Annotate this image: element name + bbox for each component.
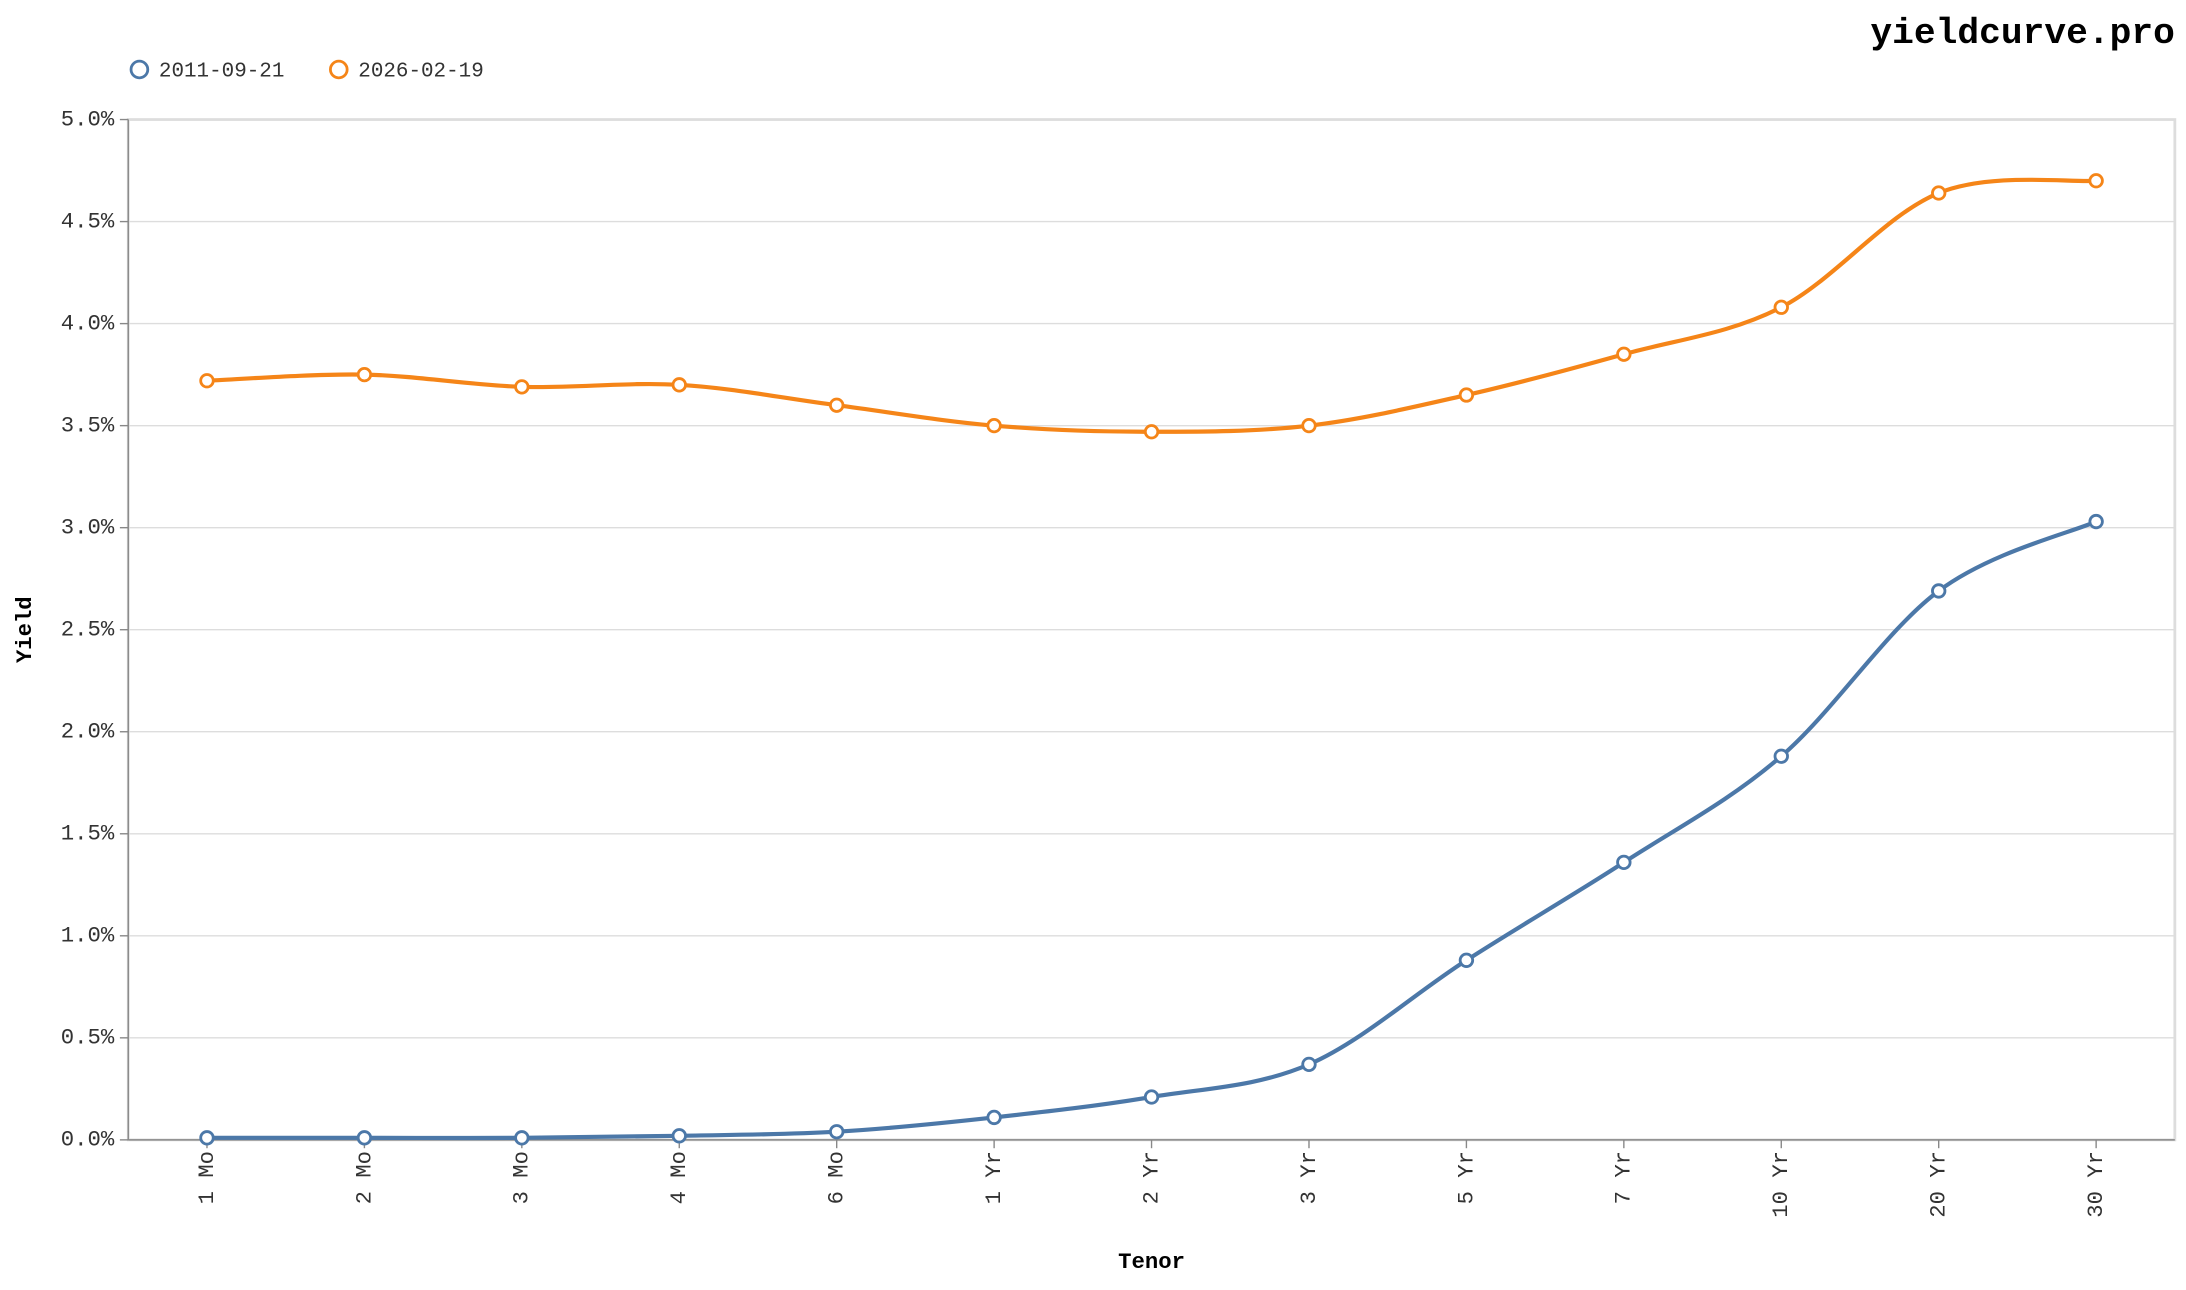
x-tick-label: 3 Yr <box>1296 1151 1322 1204</box>
x-tick-label: 7 Yr <box>1611 1151 1637 1204</box>
y-tick-label: 0.0% <box>61 1127 115 1153</box>
y-tick-label: 3.0% <box>61 515 115 541</box>
y-tick-label: 3.5% <box>61 413 115 439</box>
x-tick-label: 20 Yr <box>1926 1151 1952 1218</box>
series-line <box>206 519 2097 1141</box>
x-tick-label: 30 Yr <box>2083 1151 2109 1218</box>
x-tick-label: 10 Yr <box>1768 1151 1794 1218</box>
x-axis-title: Tenor <box>1118 1249 1185 1275</box>
y-tick-label: 1.0% <box>61 923 115 949</box>
series-line <box>206 177 2097 434</box>
data-point <box>2088 173 2104 189</box>
data-point <box>514 1130 530 1146</box>
data-point <box>514 379 530 395</box>
data-point <box>986 1109 1002 1126</box>
y-tick-label: 2.5% <box>61 617 115 643</box>
y-tick-label: 0.5% <box>61 1025 115 1051</box>
x-tick-label: 6 Mo <box>824 1151 850 1204</box>
y-tick-label: 5.0% <box>61 106 115 132</box>
data-point <box>986 417 1002 434</box>
data-point <box>1616 854 1632 870</box>
data-point <box>1301 1056 1317 1073</box>
data-point <box>1458 952 1475 968</box>
x-tick-label: 3 Mo <box>509 1151 535 1204</box>
legend-symbol <box>129 59 150 80</box>
data-point <box>829 1124 845 1140</box>
legend-symbol <box>329 59 349 80</box>
data-point <box>1773 299 1789 315</box>
data-point <box>199 1130 215 1146</box>
data-point <box>1931 185 1947 201</box>
y-tick-label: 4.5% <box>61 208 115 234</box>
data-point <box>356 1130 373 1146</box>
x-tick-label: 1 Yr <box>981 1151 1007 1204</box>
data-point <box>1458 387 1475 403</box>
x-tick-label: 2 Mo <box>351 1151 377 1204</box>
data-point <box>1773 748 1789 764</box>
x-tick-label: 2 Yr <box>1138 1151 1164 1204</box>
x-tick-label: 4 Mo <box>666 1151 692 1204</box>
data-point <box>356 366 373 383</box>
data-point <box>1301 417 1317 434</box>
data-point <box>829 397 845 413</box>
data-point <box>2088 513 2104 530</box>
watermark: yieldcurve.pro <box>1870 13 2174 54</box>
y-tick-label: 2.0% <box>61 719 115 745</box>
data-point <box>671 377 687 393</box>
y-axis-title: Yield <box>12 596 38 663</box>
data-point <box>671 1128 687 1144</box>
data-point <box>1931 583 1947 599</box>
legend-label: 2026-02-19 <box>358 60 483 83</box>
data-point <box>1143 1089 1160 1105</box>
legend-label: 2011-09-21 <box>159 60 284 83</box>
x-tick-label: 1 Mo <box>194 1151 220 1204</box>
x-tick-label: 5 Yr <box>1453 1151 1479 1204</box>
y-tick-label: 4.0% <box>61 311 115 337</box>
data-point <box>199 373 215 389</box>
data-point <box>1616 346 1632 362</box>
y-tick-label: 1.5% <box>61 821 115 847</box>
data-point <box>1143 424 1160 440</box>
